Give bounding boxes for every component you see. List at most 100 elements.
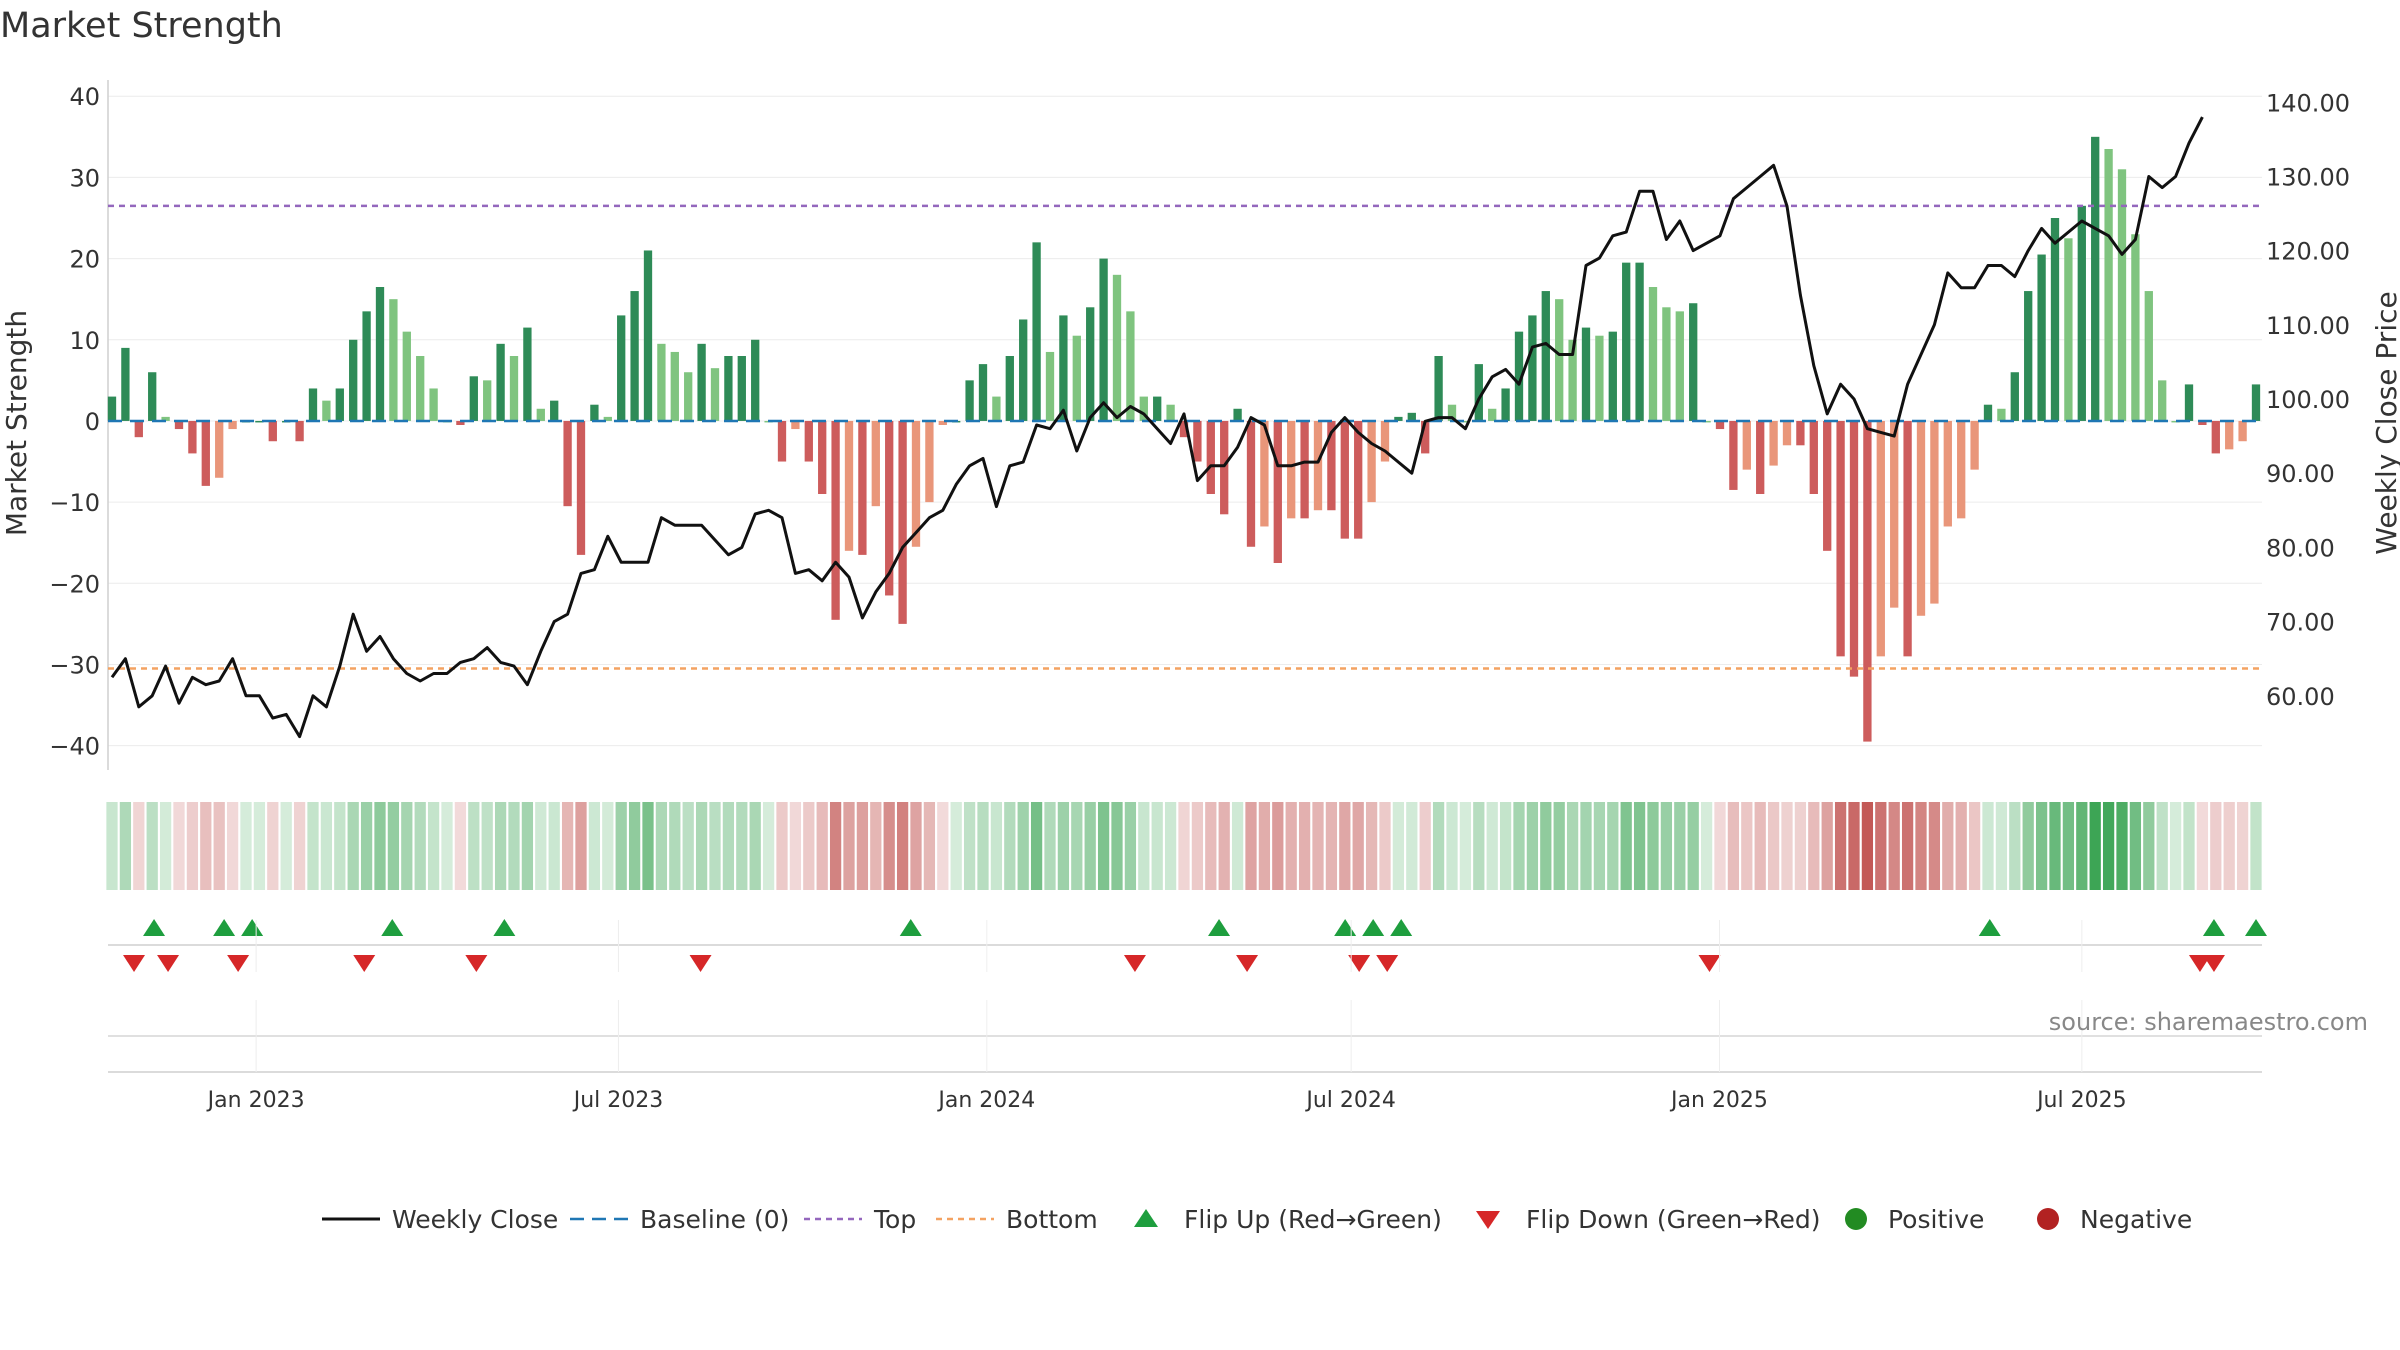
legend-swatch xyxy=(1134,1209,1158,1227)
strength-bar xyxy=(255,420,264,423)
heat-cell xyxy=(1526,802,1539,890)
heat-cell xyxy=(146,802,158,890)
heat-cell xyxy=(1352,802,1364,890)
strength-bar xyxy=(322,400,331,421)
flip-down-marker xyxy=(227,955,250,972)
x-tick-label: Jan 2023 xyxy=(206,1088,305,1113)
strength-bar xyxy=(1742,420,1751,470)
flip-up-marker xyxy=(2245,919,2267,936)
strength-bar xyxy=(898,420,907,624)
strength-bar xyxy=(1179,420,1189,438)
strength-bar xyxy=(2225,420,2234,450)
strength-bar xyxy=(1957,420,1966,519)
strength-bar xyxy=(1166,404,1175,421)
strength-bar xyxy=(1930,420,1939,604)
strength-bar xyxy=(2077,205,2086,421)
strength-bar xyxy=(1461,420,1470,423)
strength-bar xyxy=(2251,384,2261,421)
strength-bar xyxy=(1072,335,1081,421)
strength-bar xyxy=(992,396,1001,421)
heat-cell xyxy=(1821,802,1833,890)
left-tick-label: 10 xyxy=(69,327,100,355)
heat-cell xyxy=(1875,802,1887,890)
flip-down-marker xyxy=(1376,955,1399,972)
heat-cell xyxy=(870,802,882,890)
right-tick-label: 70.00 xyxy=(2266,609,2335,637)
flip-down-marker xyxy=(157,955,180,972)
heat-cell xyxy=(2250,802,2262,890)
x-axis-ticks: Jan 2023 Jul 2023 Jan 2024 Jul 2024 Jan 2025… xyxy=(206,920,2127,1113)
strength-bar xyxy=(2024,291,2033,421)
strength-bar xyxy=(1836,420,1845,657)
strength-bar xyxy=(349,339,358,421)
heat-cell xyxy=(1633,802,1646,890)
strength-bar xyxy=(1380,420,1390,462)
heat-cell xyxy=(588,802,601,890)
strength-bar xyxy=(2144,291,2153,421)
heat-cell xyxy=(561,802,574,890)
right-tick-label: 140.00 xyxy=(2266,89,2350,117)
heat-cell xyxy=(1942,802,1954,890)
heat-cell xyxy=(213,802,225,890)
heat-cell xyxy=(2089,802,2101,890)
legend-item-bottom: Bottom xyxy=(936,1205,1098,1234)
heat-cell xyxy=(226,802,239,890)
strength-bar xyxy=(335,388,344,421)
strength-bar xyxy=(871,420,880,507)
strength-bar xyxy=(1514,331,1524,421)
strength-bar xyxy=(1300,420,1309,519)
heat-cell xyxy=(1057,802,1070,890)
strength-bar xyxy=(1555,299,1564,421)
heat-cell xyxy=(1446,802,1458,890)
heat-cell xyxy=(1794,802,1807,890)
strength-bar xyxy=(2171,420,2180,423)
heat-cell xyxy=(1151,802,1163,890)
heat-cell xyxy=(749,802,761,890)
heat-cell xyxy=(2156,802,2168,890)
left-tick-label: 20 xyxy=(69,246,100,274)
flip-up-marker xyxy=(143,919,166,936)
flip-down-marker xyxy=(689,955,712,972)
flip-up-marker xyxy=(1390,919,1413,936)
strength-bar xyxy=(777,420,787,462)
strength-bar xyxy=(429,388,438,421)
strength-bar xyxy=(215,420,224,478)
strength-bar xyxy=(1689,303,1698,421)
x-tick-label: Jul 2025 xyxy=(2035,1088,2127,1113)
heat-cell xyxy=(1205,802,1217,890)
legend: Weekly Close Baseline (0) Top Bottom Flip Up… xyxy=(322,1205,2192,1234)
heat-cell xyxy=(1901,802,1914,890)
heat-cell xyxy=(1339,802,1351,890)
strength-bar xyxy=(1488,408,1497,421)
strength-bar xyxy=(2184,384,2194,421)
heat-cell xyxy=(615,802,627,890)
heat-cell xyxy=(628,802,641,890)
heat-cell xyxy=(1231,802,1244,890)
strength-bar xyxy=(1153,396,1162,421)
strength-bar xyxy=(1019,319,1028,421)
heat-cell xyxy=(1674,802,1686,890)
legend-item-line: Weekly Close xyxy=(322,1205,558,1234)
heat-cell xyxy=(1700,802,1713,890)
strength-bar xyxy=(751,339,760,421)
right-tick-label: 120.00 xyxy=(2266,238,2350,266)
left-axis-title: Market Strength xyxy=(0,310,33,536)
strength-bar xyxy=(1447,404,1457,421)
heat-cell xyxy=(1298,802,1311,890)
strength-bar xyxy=(1849,420,1859,677)
flip-down-marker xyxy=(1698,955,1721,972)
heat-cell xyxy=(1553,802,1565,890)
strength-bar xyxy=(1809,420,1818,494)
heat-cell xyxy=(1808,802,1820,890)
heat-cell xyxy=(1406,802,1418,890)
strength-bar xyxy=(563,420,572,507)
strength-bar xyxy=(1662,307,1671,421)
flip-down-marker xyxy=(1236,955,1259,972)
heat-cell xyxy=(1982,802,1994,890)
strength-bar xyxy=(1782,420,1792,446)
heat-cell xyxy=(856,802,869,890)
strength-bar xyxy=(1528,315,1537,421)
heat-cell xyxy=(1848,802,1860,890)
heat-cell xyxy=(1767,802,1780,890)
heat-cell xyxy=(1312,802,1324,890)
